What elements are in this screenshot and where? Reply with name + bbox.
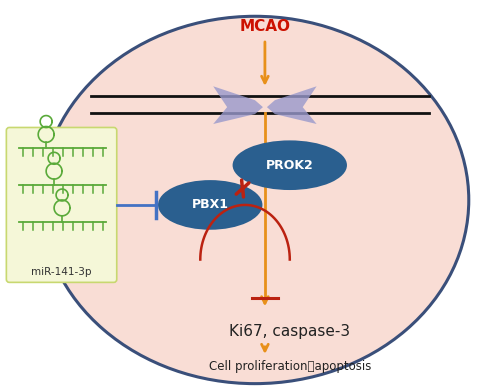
Ellipse shape <box>158 180 262 230</box>
Polygon shape <box>267 86 316 124</box>
Text: Cell proliferation、apoptosis: Cell proliferation、apoptosis <box>208 360 371 373</box>
Ellipse shape <box>232 140 347 190</box>
Text: miR-141-3p: miR-141-3p <box>31 268 92 277</box>
Text: MCAO: MCAO <box>240 19 290 34</box>
FancyBboxPatch shape <box>6 128 116 282</box>
Polygon shape <box>213 86 263 124</box>
Text: PROK2: PROK2 <box>266 159 314 172</box>
Text: Ki67, caspase-3: Ki67, caspase-3 <box>229 324 350 339</box>
Text: PBX1: PBX1 <box>192 198 228 212</box>
Ellipse shape <box>41 16 469 384</box>
